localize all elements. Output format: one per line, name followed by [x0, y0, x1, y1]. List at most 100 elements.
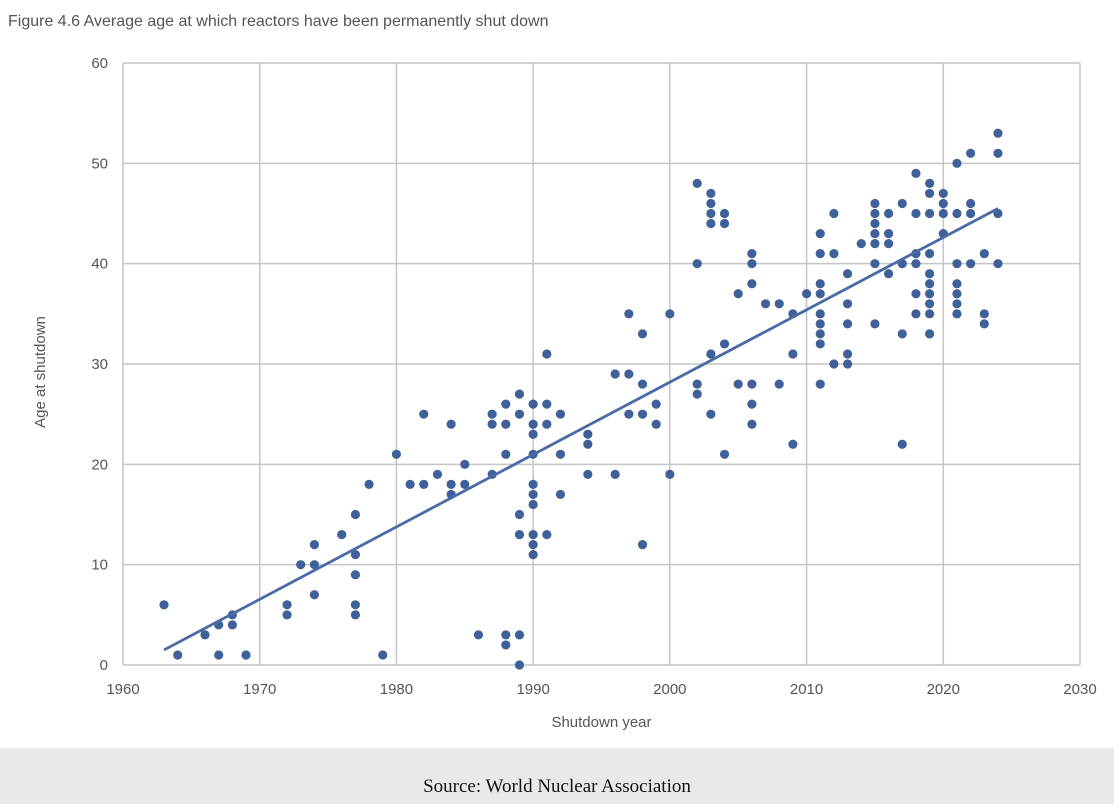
data-point — [637, 329, 648, 339]
x-tick-label: 2000 — [653, 681, 686, 698]
data-point — [870, 228, 880, 239]
data-point — [528, 479, 538, 489]
data-point — [952, 158, 962, 168]
data-point — [528, 540, 538, 550]
data-point — [514, 630, 525, 640]
data-point — [159, 600, 169, 610]
data-point — [637, 540, 648, 550]
chart-title: Figure 4.6 Average age at which reactors… — [8, 13, 549, 30]
data-point — [925, 309, 935, 319]
data-point — [501, 449, 511, 459]
data-point — [774, 299, 784, 309]
data-point — [350, 610, 361, 620]
data-point — [309, 590, 319, 600]
data-point — [925, 289, 935, 299]
data-point — [624, 309, 634, 319]
x-tick-label: 2010 — [790, 681, 823, 698]
data-point — [966, 198, 976, 209]
data-point — [842, 299, 853, 309]
data-point — [870, 198, 880, 209]
data-point — [706, 218, 716, 229]
data-point — [993, 128, 1003, 138]
data-point — [966, 148, 976, 158]
data-point — [487, 419, 497, 429]
scatter-chart: 1960 1970 1980 1990 2000 2010 2020 203001020304… — [32, 55, 1097, 731]
data-point — [514, 660, 525, 670]
data-point — [501, 640, 511, 650]
data-point — [979, 249, 989, 259]
data-point — [884, 239, 894, 249]
data-point — [925, 178, 935, 188]
data-point — [309, 540, 319, 550]
data-point — [173, 650, 183, 660]
data-point — [815, 319, 825, 329]
data-point — [528, 529, 538, 540]
data-point — [993, 259, 1003, 269]
data-point — [815, 279, 825, 289]
data-point — [432, 469, 443, 479]
y-axis-label: Age at shutdown — [32, 316, 49, 428]
y-tick-label: 20 — [91, 456, 108, 473]
data-point — [760, 299, 771, 309]
data-point — [378, 650, 388, 660]
data-point — [788, 349, 798, 359]
data-point — [282, 610, 292, 620]
y-tick-label: 60 — [91, 55, 108, 72]
data-point — [925, 299, 935, 309]
data-point — [938, 208, 948, 219]
data-point — [884, 228, 894, 239]
data-point — [952, 309, 962, 319]
data-point — [774, 379, 784, 389]
data-point — [282, 600, 292, 610]
data-point — [610, 469, 620, 479]
data-point — [706, 188, 716, 199]
data-point — [637, 409, 648, 419]
data-point — [897, 198, 907, 209]
data-point — [692, 389, 702, 399]
data-point — [938, 198, 948, 209]
data-point — [200, 630, 210, 640]
data-point — [350, 600, 361, 610]
data-point — [911, 208, 921, 219]
data-point — [501, 399, 511, 409]
data-point — [350, 570, 361, 580]
data-point — [747, 379, 757, 389]
data-point — [501, 630, 511, 640]
data-point — [624, 369, 634, 379]
data-point — [884, 208, 894, 219]
data-point — [419, 479, 429, 489]
data-point — [706, 208, 716, 219]
data-point — [829, 208, 839, 219]
data-point — [583, 469, 593, 479]
data-point — [555, 409, 566, 419]
data-point — [583, 429, 593, 439]
data-point — [706, 409, 716, 419]
data-point — [897, 439, 907, 449]
data-point — [528, 399, 538, 409]
data-point — [542, 529, 552, 540]
data-point — [665, 469, 675, 479]
data-point — [542, 419, 552, 429]
data-point — [350, 509, 361, 520]
data-point — [665, 309, 675, 319]
x-tick-label: 1970 — [243, 681, 276, 698]
data-point — [241, 650, 251, 660]
data-point — [706, 198, 716, 209]
data-point — [747, 279, 757, 289]
data-point — [966, 208, 976, 219]
data-point — [473, 630, 484, 640]
data-point — [514, 509, 525, 520]
data-point — [815, 379, 825, 389]
data-point — [884, 269, 894, 279]
data-point — [979, 319, 989, 329]
data-point — [391, 449, 402, 459]
data-point — [651, 399, 661, 409]
data-point — [446, 419, 456, 429]
data-point — [952, 279, 962, 289]
data-point — [610, 369, 620, 379]
data-point — [870, 239, 880, 249]
data-point — [870, 208, 880, 219]
data-point — [528, 429, 538, 439]
data-point — [842, 359, 853, 369]
data-point — [788, 439, 798, 449]
